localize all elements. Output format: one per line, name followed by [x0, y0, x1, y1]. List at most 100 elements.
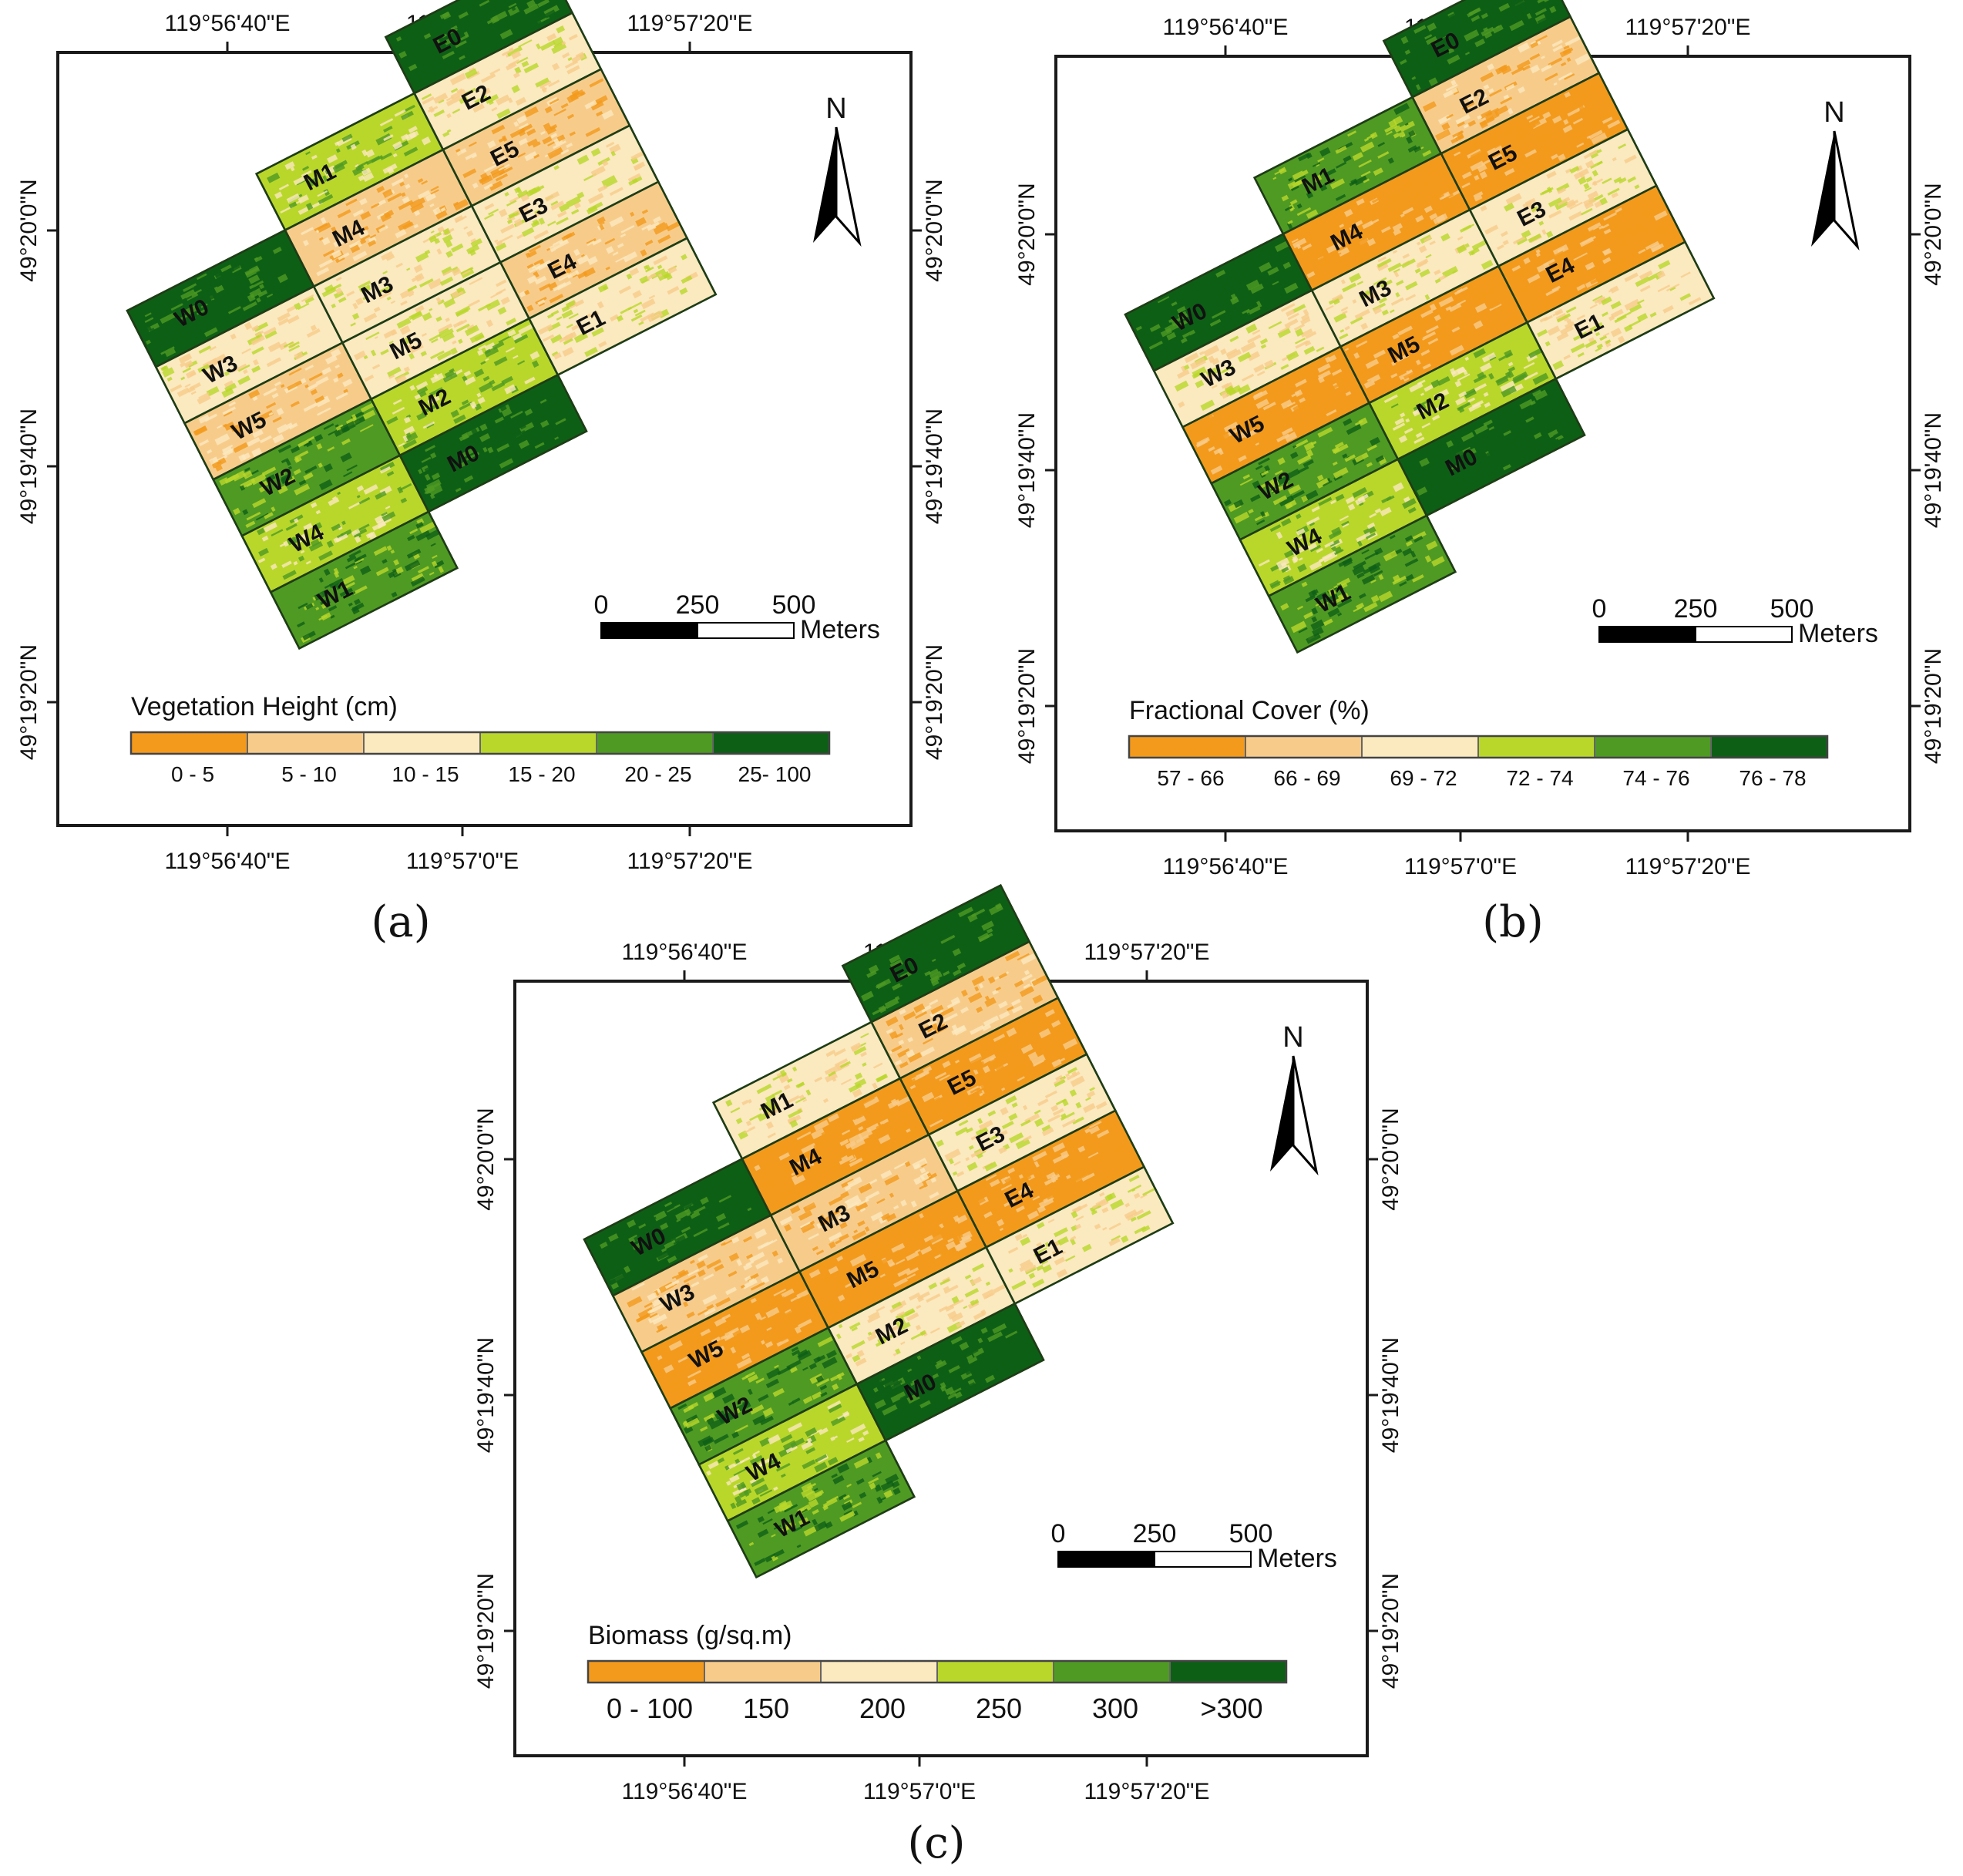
texture-speck — [1299, 397, 1306, 403]
texture-speck — [537, 299, 546, 306]
texture-speck — [183, 283, 197, 292]
texture-speck — [555, 418, 566, 425]
lon-tick-label-top: 119°56'40"E — [1163, 15, 1289, 40]
scale-tick-label: 250 — [1674, 594, 1718, 624]
texture-speck — [246, 482, 253, 488]
texture-speck — [1292, 555, 1299, 563]
texture-speck — [536, 43, 541, 50]
texture-speck — [256, 270, 261, 275]
texture-speck — [1285, 308, 1296, 317]
texture-speck — [213, 286, 220, 294]
texture-speck — [440, 60, 448, 66]
texture-speck — [633, 308, 639, 314]
texture-speck — [274, 381, 281, 387]
texture-speck — [224, 473, 240, 484]
texture-speck — [679, 287, 688, 295]
texture-speck — [324, 169, 330, 175]
texture-speck — [346, 464, 358, 472]
texture-speck — [1311, 616, 1318, 623]
texture-speck — [1287, 402, 1296, 408]
texture-speck — [653, 222, 670, 235]
texture-speck — [459, 55, 466, 61]
texture-speck — [439, 473, 449, 481]
texture-speck — [539, 283, 551, 292]
texture-speck — [517, 190, 529, 199]
texture-speck — [450, 88, 459, 93]
north-label: N — [1824, 96, 1844, 129]
texture-speck — [478, 175, 490, 184]
texture-speck — [546, 126, 556, 135]
texture-speck — [1225, 348, 1238, 357]
texture-speck — [507, 329, 516, 337]
texture-speck — [383, 126, 393, 133]
texture-speck — [314, 395, 325, 404]
scale-tick-label: 500 — [772, 590, 816, 620]
texture-speck — [209, 345, 217, 351]
texture-speck — [197, 364, 210, 373]
texture-speck — [346, 291, 355, 297]
texture-speck — [1365, 533, 1376, 540]
texture-speck — [285, 422, 294, 429]
texture-speck — [415, 251, 429, 263]
texture-speck — [561, 41, 566, 45]
texture-speck — [563, 331, 577, 342]
texture-speck — [1323, 402, 1331, 409]
texture-speck — [351, 590, 356, 595]
texture-speck — [395, 36, 402, 42]
texture-speck — [1327, 383, 1340, 392]
texture-speck — [323, 463, 333, 472]
texture-speck — [331, 523, 341, 532]
texture-speck — [1255, 442, 1259, 446]
texture-speck — [360, 402, 375, 413]
texture-speck — [463, 226, 469, 230]
texture-speck — [665, 272, 673, 281]
texture-speck — [264, 330, 277, 339]
texture-speck — [476, 349, 484, 356]
texture-speck — [393, 559, 400, 566]
texture-speck — [395, 374, 407, 385]
texture-speck — [556, 217, 569, 226]
texture-speck — [257, 557, 266, 563]
texture-speck — [436, 248, 442, 255]
texture-speck — [290, 445, 301, 454]
texture-speck — [259, 435, 272, 444]
texture-speck — [363, 355, 368, 360]
texture-speck — [1189, 281, 1200, 290]
texture-speck — [254, 321, 269, 332]
legend-swatch — [1710, 735, 1828, 758]
texture-speck — [547, 220, 556, 227]
texture-speck — [566, 323, 573, 329]
texture-speck — [249, 280, 264, 290]
texture-speck — [1192, 366, 1207, 378]
texture-speck — [602, 285, 608, 291]
texture-speck — [1283, 418, 1291, 425]
texture-speck — [406, 549, 422, 559]
texture-speck — [1332, 368, 1343, 376]
texture-speck — [1271, 486, 1281, 493]
texture-speck — [631, 177, 638, 184]
texture-speck — [257, 290, 268, 298]
texture-speck — [518, 39, 533, 48]
texture-speck — [1281, 427, 1293, 436]
texture-speck — [538, 324, 553, 335]
texture-speck — [242, 470, 253, 479]
legend-swatch — [704, 1660, 822, 1683]
texture-speck — [1225, 265, 1239, 277]
texture-speck — [1310, 440, 1317, 445]
texture-speck — [446, 113, 452, 119]
texture-speck — [438, 566, 445, 573]
texture-speck — [1274, 275, 1282, 282]
legend-label: 0 - 5 — [171, 762, 214, 786]
texture-speck — [422, 421, 435, 429]
texture-speck — [453, 198, 469, 211]
texture-speck — [414, 394, 421, 400]
texture-speck — [306, 177, 318, 188]
texture-speck — [1346, 424, 1362, 435]
texture-speck — [415, 305, 425, 313]
texture-speck — [411, 573, 425, 583]
texture-speck — [496, 279, 507, 287]
legend-label: 250 — [976, 1693, 1022, 1724]
texture-speck — [485, 358, 489, 361]
texture-speck — [402, 104, 415, 113]
texture-speck — [539, 388, 552, 398]
